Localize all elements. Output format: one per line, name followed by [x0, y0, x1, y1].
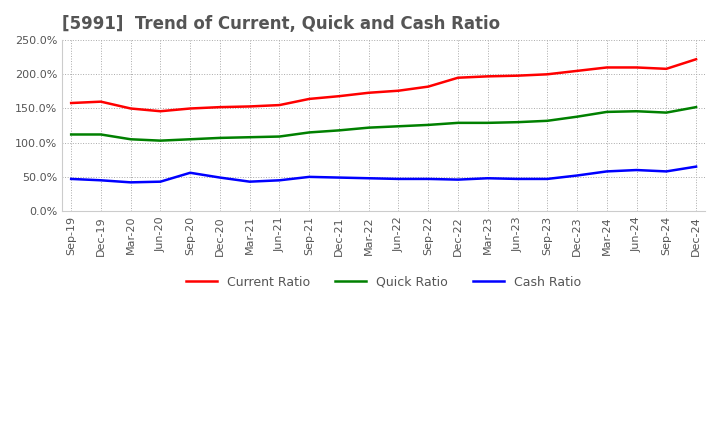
- Cash Ratio: [632, 167, 641, 172]
- Cash Ratio: [543, 176, 552, 182]
- Current Ratio: [692, 57, 701, 62]
- Current Ratio: [126, 106, 135, 111]
- Current Ratio: [335, 94, 343, 99]
- Cash Ratio: [215, 175, 224, 180]
- Current Ratio: [305, 96, 313, 102]
- Quick Ratio: [96, 132, 105, 137]
- Quick Ratio: [662, 110, 670, 115]
- Current Ratio: [543, 72, 552, 77]
- Cash Ratio: [603, 169, 611, 174]
- Current Ratio: [572, 68, 581, 73]
- Cash Ratio: [364, 176, 373, 181]
- Current Ratio: [454, 75, 462, 81]
- Current Ratio: [632, 65, 641, 70]
- Current Ratio: [275, 103, 284, 108]
- Cash Ratio: [126, 180, 135, 185]
- Quick Ratio: [394, 124, 402, 129]
- Quick Ratio: [156, 138, 165, 143]
- Quick Ratio: [186, 137, 194, 142]
- Current Ratio: [186, 106, 194, 111]
- Text: [5991]  Trend of Current, Quick and Cash Ratio: [5991] Trend of Current, Quick and Cash …: [62, 15, 500, 33]
- Cash Ratio: [394, 176, 402, 182]
- Line: Current Ratio: Current Ratio: [71, 59, 696, 111]
- Quick Ratio: [215, 135, 224, 140]
- Quick Ratio: [513, 120, 522, 125]
- Cash Ratio: [424, 176, 433, 182]
- Line: Cash Ratio: Cash Ratio: [71, 167, 696, 182]
- Current Ratio: [662, 66, 670, 71]
- Quick Ratio: [454, 120, 462, 125]
- Current Ratio: [215, 104, 224, 110]
- Current Ratio: [394, 88, 402, 93]
- Quick Ratio: [603, 109, 611, 114]
- Quick Ratio: [335, 128, 343, 133]
- Current Ratio: [156, 109, 165, 114]
- Cash Ratio: [513, 176, 522, 182]
- Line: Quick Ratio: Quick Ratio: [71, 107, 696, 141]
- Cash Ratio: [662, 169, 670, 174]
- Quick Ratio: [275, 134, 284, 139]
- Cash Ratio: [275, 178, 284, 183]
- Current Ratio: [483, 74, 492, 79]
- Quick Ratio: [543, 118, 552, 124]
- Current Ratio: [513, 73, 522, 78]
- Quick Ratio: [126, 137, 135, 142]
- Quick Ratio: [692, 104, 701, 110]
- Cash Ratio: [186, 170, 194, 176]
- Current Ratio: [424, 84, 433, 89]
- Cash Ratio: [483, 176, 492, 181]
- Cash Ratio: [572, 173, 581, 178]
- Current Ratio: [96, 99, 105, 104]
- Quick Ratio: [246, 135, 254, 140]
- Quick Ratio: [305, 130, 313, 135]
- Quick Ratio: [483, 120, 492, 125]
- Cash Ratio: [156, 179, 165, 184]
- Current Ratio: [67, 100, 76, 106]
- Quick Ratio: [67, 132, 76, 137]
- Current Ratio: [246, 104, 254, 109]
- Cash Ratio: [67, 176, 76, 182]
- Quick Ratio: [572, 114, 581, 119]
- Cash Ratio: [246, 179, 254, 184]
- Cash Ratio: [454, 177, 462, 182]
- Legend: Current Ratio, Quick Ratio, Cash Ratio: Current Ratio, Quick Ratio, Cash Ratio: [181, 271, 587, 294]
- Cash Ratio: [305, 174, 313, 180]
- Cash Ratio: [335, 175, 343, 180]
- Quick Ratio: [632, 109, 641, 114]
- Current Ratio: [603, 65, 611, 70]
- Cash Ratio: [96, 178, 105, 183]
- Cash Ratio: [692, 164, 701, 169]
- Current Ratio: [364, 90, 373, 95]
- Quick Ratio: [424, 122, 433, 128]
- Quick Ratio: [364, 125, 373, 130]
